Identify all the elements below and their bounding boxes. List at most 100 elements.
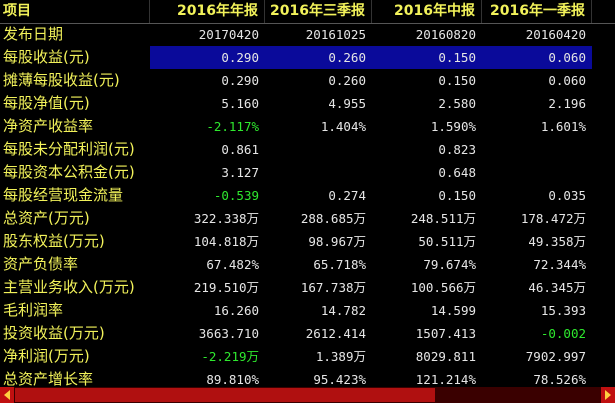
value-cell: 67.482% — [206, 257, 259, 272]
value-cell: 2.580 — [438, 96, 476, 111]
row-label: 净资产收益率 — [3, 117, 94, 135]
row-label: 每股净值(元) — [3, 94, 90, 112]
value-cell — [482, 138, 592, 161]
column-header: 2016年一季报 — [482, 0, 592, 23]
table-row[interactable]: 股东权益(万元) 104.818万 98.967万 50.511万 49.358万 — [0, 230, 615, 253]
row-label: 净利润(万元) — [3, 347, 90, 365]
value-cell: 0.060 — [548, 73, 586, 88]
value-cell: 72.344% — [533, 257, 586, 272]
value-cell: 219.510万 — [193, 280, 259, 295]
value-cell: 14.599 — [430, 303, 476, 318]
value-cell: 14.782 — [320, 303, 366, 318]
row-label: 摊薄每股收益(元) — [3, 71, 120, 89]
table-row[interactable]: 资产负债率 67.482% 65.718% 79.674% 72.344% — [0, 253, 615, 276]
value-cell: 4.955 — [328, 96, 366, 111]
value-cell: 79.674% — [423, 257, 476, 272]
value-cell: 20161025 — [305, 27, 366, 42]
row-label: 股东权益(万元) — [3, 232, 105, 250]
value-cell: 65.718% — [313, 257, 366, 272]
value-cell: 104.818万 — [193, 234, 259, 249]
header-row: 项目 2016年年报 2016年三季报 2016年中报 2016年一季报 — [0, 0, 615, 24]
table-row[interactable]: 发布日期 20170420 20161025 20160820 20160420 — [0, 23, 615, 46]
horizontal-scrollbar[interactable] — [0, 387, 615, 403]
value-cell: 95.423% — [313, 372, 366, 387]
column-header: 2016年中报 — [372, 0, 482, 23]
value-cell: 121.214% — [415, 372, 476, 387]
value-cell: 20160420 — [525, 27, 586, 42]
row-label: 投资收益(万元) — [3, 324, 105, 342]
value-cell: 167.738万 — [300, 280, 366, 295]
row-label: 总资产增长率 — [3, 370, 94, 388]
table-row[interactable]: 每股收益(元) 0.290 0.260 0.150 0.060 — [0, 46, 615, 69]
table-row[interactable]: 净利润(万元) -2.219万 1.389万 8029.811 7902.997 — [0, 345, 615, 368]
table-row[interactable]: 投资收益(万元) 3663.710 2612.414 1507.413 -0.002 — [0, 322, 615, 345]
value-cell: -2.117% — [206, 119, 259, 134]
value-cell — [265, 138, 372, 161]
table-row[interactable]: 总资产增长率 89.810% 95.423% 121.214% 78.526% — [0, 368, 615, 391]
row-label: 主营业务收入(万元) — [3, 278, 135, 296]
value-cell: 0.150 — [372, 46, 482, 69]
header-label: 项目 — [3, 0, 150, 23]
value-cell: -0.539 — [213, 188, 259, 203]
value-cell: 5.160 — [221, 96, 259, 111]
left-arrow-icon — [4, 390, 10, 400]
value-cell — [265, 161, 372, 184]
value-cell: 0.035 — [548, 188, 586, 203]
table-row[interactable]: 主营业务收入(万元) 219.510万 167.738万 100.566万 46.345… — [0, 276, 615, 299]
value-cell: 248.511万 — [410, 211, 476, 226]
value-cell: 0.260 — [328, 73, 366, 88]
table-row[interactable]: 净资产收益率 -2.117% 1.404% 1.590% 1.601% — [0, 115, 615, 138]
value-cell: 0.290 — [221, 73, 259, 88]
table-row[interactable]: 摊薄每股收益(元) 0.290 0.260 0.150 0.060 — [0, 69, 615, 92]
value-cell: 2.196 — [548, 96, 586, 111]
value-cell: 98.967万 — [308, 234, 366, 249]
row-label: 资产负债率 — [3, 255, 79, 273]
value-cell: 15.393 — [540, 303, 586, 318]
row-label: 毛利润率 — [3, 301, 64, 319]
value-cell: 20160820 — [415, 27, 476, 42]
row-label: 每股收益(元) — [3, 48, 90, 66]
row-label: 每股未分配利润(元) — [3, 140, 135, 158]
value-cell: 1507.413 — [415, 326, 476, 341]
value-cell — [482, 161, 592, 184]
value-cell: 20170420 — [198, 27, 259, 42]
value-cell: 3663.710 — [198, 326, 259, 341]
value-cell: 178.472万 — [520, 211, 586, 226]
value-cell: 2612.414 — [305, 326, 366, 341]
value-cell: 89.810% — [206, 372, 259, 387]
value-cell: 7902.997 — [525, 349, 586, 364]
table-row[interactable]: 总资产(万元) 322.338万 288.685万 248.511万 178.472万 — [0, 207, 615, 230]
scroll-thumb[interactable] — [15, 388, 435, 402]
value-cell: 0.150 — [438, 188, 476, 203]
value-cell: 0.290 — [150, 46, 265, 69]
row-label: 每股资本公积金(元) — [3, 163, 135, 181]
value-cell: 8029.811 — [415, 349, 476, 364]
table-row[interactable]: 每股净值(元) 5.160 4.955 2.580 2.196 — [0, 92, 615, 115]
row-label: 发布日期 — [3, 25, 64, 43]
value-cell: 46.345万 — [528, 280, 586, 295]
value-cell: 0.861 — [221, 142, 259, 157]
value-cell: 78.526% — [533, 372, 586, 387]
value-cell: 1.404% — [320, 119, 366, 134]
value-cell: 0.823 — [438, 142, 476, 157]
row-label: 总资产(万元) — [3, 209, 90, 227]
value-cell: 16.260 — [213, 303, 259, 318]
value-cell: 0.150 — [438, 73, 476, 88]
table-row[interactable]: 每股经营现金流量 -0.539 0.274 0.150 0.035 — [0, 184, 615, 207]
column-header: 2016年年报 — [150, 0, 265, 23]
row-label: 每股经营现金流量 — [3, 186, 124, 204]
value-cell: 322.338万 — [193, 211, 259, 226]
table-row[interactable]: 每股资本公积金(元) 3.127 0.648 — [0, 161, 615, 184]
value-cell: 100.566万 — [410, 280, 476, 295]
value-cell: 0.648 — [438, 165, 476, 180]
right-arrow-icon — [605, 390, 611, 400]
value-cell: 50.511万 — [418, 234, 476, 249]
value-cell: 0.060 — [482, 46, 592, 69]
table-row[interactable]: 每股未分配利润(元) 0.861 0.823 — [0, 138, 615, 161]
value-cell: 3.127 — [221, 165, 259, 180]
value-cell: 0.260 — [265, 46, 372, 69]
value-cell: -0.002 — [540, 326, 586, 341]
value-cell: 0.274 — [328, 188, 366, 203]
table-row[interactable]: 毛利润率 16.260 14.782 14.599 15.393 — [0, 299, 615, 322]
